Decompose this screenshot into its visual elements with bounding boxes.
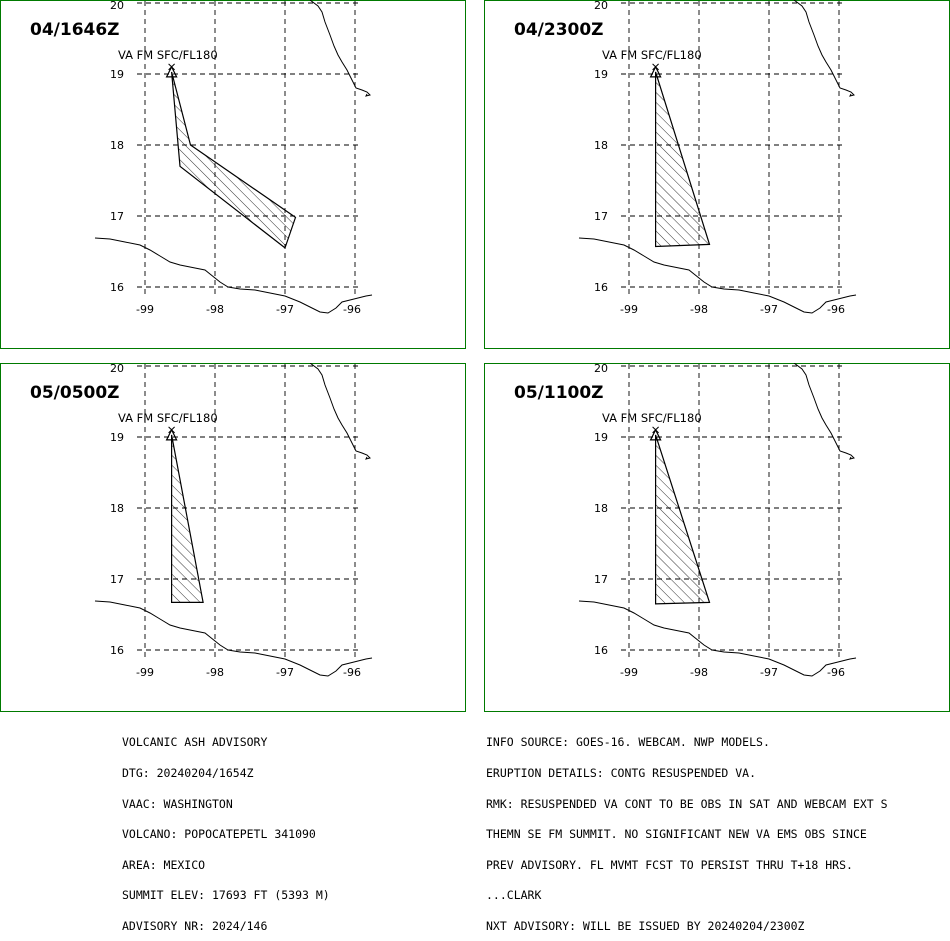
latitude-tick-label: 16 [110, 281, 124, 294]
ash-cloud-polygon [171, 71, 297, 249]
latitude-tick-label: 19 [110, 431, 124, 444]
latitude-tick-label: 17 [110, 573, 124, 586]
longitude-tick-label: -96 [343, 666, 361, 679]
advisory-line: SUMMIT ELEV: 17693 FT (5393 M) [122, 888, 330, 903]
longitude-tick-label: -99 [136, 303, 154, 316]
longitude-tick-label: -96 [343, 303, 361, 316]
forecast-time-label: 04/2300Z [514, 20, 604, 40]
volcano-icon [652, 63, 659, 71]
longitude-tick-label: -97 [760, 303, 778, 316]
longitude-tick-label: -99 [620, 666, 638, 679]
panel-border [0, 363, 466, 712]
longitude-tick-label: -99 [620, 303, 638, 316]
latitude-tick-label: 18 [110, 502, 124, 515]
forecast-time-label: 04/1646Z [30, 20, 120, 40]
advisory-line: ADVISORY NR: 2024/146 [122, 918, 268, 933]
volcano-icon [165, 428, 178, 441]
coastline-gulf [793, 363, 855, 460]
latitude-tick-label: 18 [594, 139, 608, 152]
coastline-pacific [94, 600, 373, 677]
forecast-time-label: 05/1100Z [514, 383, 604, 403]
latitude-tick-label: 20 [110, 363, 124, 375]
ash-cloud-polygon [655, 434, 711, 605]
ash-layer-label: VA FM SFC/FL180 [602, 411, 702, 425]
ash-cloud-polygon [655, 71, 711, 248]
longitude-tick-label: -99 [136, 666, 154, 679]
latitude-tick-label: 19 [594, 431, 608, 444]
longitude-tick-label: -98 [206, 303, 224, 316]
advisory-line: ...CLARK [486, 888, 542, 903]
advisory-details-block: INFO SOURCE: GOES-16. WEBCAM. NWP MODELS… [486, 717, 888, 941]
latitude-tick-label: 17 [594, 573, 608, 586]
ash-cloud-polygon [171, 434, 204, 603]
advisory-line: INFO SOURCE: GOES-16. WEBCAM. NWP MODELS… [486, 735, 770, 750]
coastline-pacific [94, 237, 373, 314]
advisory-line: DTG: 20240204/1654Z [122, 766, 254, 780]
advisory-line: NXT ADVISORY: WILL BE ISSUED BY 20240204… [486, 918, 805, 933]
latitude-tick-label: 20 [110, 0, 124, 12]
coastline-pacific [578, 237, 857, 314]
longitude-tick-label: -97 [276, 303, 294, 316]
forecast-panel: -99 -98 -97 -96 20 19 18 17 16 05/0500Z VA FM SFC/… [0, 363, 466, 712]
volcano-icon [168, 63, 175, 71]
forecast-time-label: 05/0500Z [30, 383, 120, 403]
longitude-tick-label: -97 [276, 666, 294, 679]
volcano-icon [649, 65, 662, 78]
longitude-tick-label: -96 [827, 666, 845, 679]
advisory-line: VOLCANIC ASH ADVISORY [122, 735, 268, 750]
volcano-icon [165, 65, 178, 78]
longitude-tick-label: -98 [690, 666, 708, 679]
advisory-line: THEMN SE FM SUMMIT. NO SIGNIFICANT NEW V… [486, 827, 867, 842]
latitude-tick-label: 17 [110, 210, 124, 223]
volcano-icon [652, 426, 659, 434]
latitude-tick-label: 19 [110, 68, 124, 81]
volcano-icon [168, 426, 175, 434]
volcano-icon [649, 428, 662, 441]
forecast-panel: -99 -98 -97 -96 20 19 18 17 16 05/1100Z VA FM SFC/… [484, 363, 950, 712]
latitude-tick-label: 18 [594, 502, 608, 515]
coastline-gulf [793, 0, 855, 97]
ash-layer-label: VA FM SFC/FL180 [602, 48, 702, 62]
advisory-line: AREA: MEXICO [122, 857, 206, 872]
longitude-tick-label: -96 [827, 303, 845, 316]
panel-border [484, 0, 950, 349]
latitude-tick-label: 20 [594, 0, 608, 12]
advisory-line: PREV ADVISORY. FL MVMT FCST TO PERSIST T… [486, 857, 853, 872]
latitude-tick-label: 18 [110, 139, 124, 152]
advisory-header-block: VOLCANIC ASH ADVISORY DTG: 20240204/1654… [122, 717, 330, 941]
latitude-tick-label: 16 [594, 644, 608, 657]
latitude-tick-label: 20 [594, 363, 608, 375]
advisory-line: ERUPTION DETAILS: CONTG RESUSPENDED VA. [486, 766, 757, 780]
ash-layer-label: VA FM SFC/FL180 [118, 411, 218, 425]
coastline-gulf [309, 0, 371, 97]
advisory-line: RMK: RESUSPENDED VA CONT TO BE OBS IN SA… [486, 796, 888, 811]
longitude-tick-label: -98 [690, 303, 708, 316]
advisory-line: VOLCANO: POPOCATEPETL 341090 [122, 827, 316, 842]
forecast-panel: -99 -98 -97 -96 20 19 18 17 16 04/1646Z VA FM SFC/… [0, 0, 466, 349]
advisory-line: VAAC: WASHINGTON [122, 796, 233, 811]
latitude-tick-label: 19 [594, 68, 608, 81]
panel-border [484, 363, 950, 712]
latitude-tick-label: 16 [594, 281, 608, 294]
forecast-panels: -99 -98 -97 -96 20 19 18 17 16 04/1646Z VA FM SFC/… [0, 0, 950, 712]
coastline-pacific [578, 600, 857, 677]
ash-layer-label: VA FM SFC/FL180 [118, 48, 218, 62]
longitude-tick-label: -98 [206, 666, 224, 679]
latitude-tick-label: 17 [594, 210, 608, 223]
latitude-tick-label: 16 [110, 644, 124, 657]
longitude-tick-label: -97 [760, 666, 778, 679]
coastline-gulf [309, 363, 371, 460]
forecast-panel: -99 -98 -97 -96 20 19 18 17 16 04/2300Z VA FM SFC/… [484, 0, 950, 349]
